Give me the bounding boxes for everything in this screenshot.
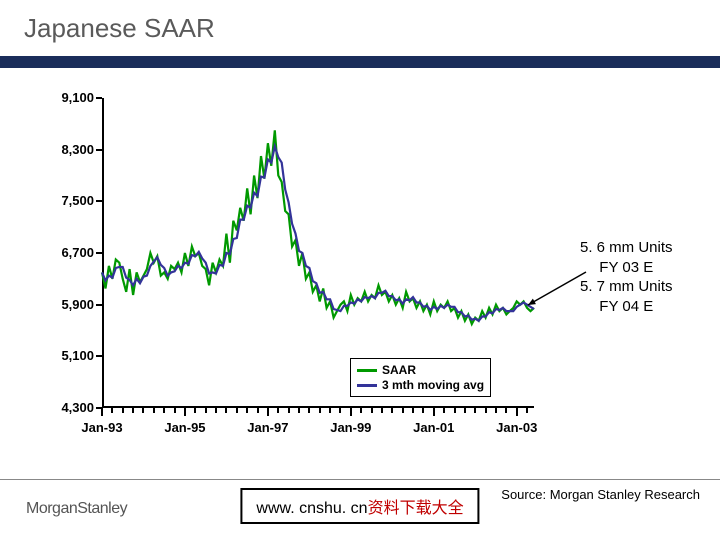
annotation-line: 5. 6 mm Units xyxy=(580,238,673,258)
x-tick-label: Jan-99 xyxy=(330,420,371,435)
legend-label: 3 mth moving avg xyxy=(382,378,484,392)
annotation-line: FY 04 E xyxy=(580,297,673,317)
legend-swatch xyxy=(357,384,377,387)
x-tick-label: Jan-95 xyxy=(164,420,205,435)
x-tick-label: Jan-03 xyxy=(496,420,537,435)
legend-swatch xyxy=(357,369,377,372)
url-box: www. cnshu. cn资料下载大全 xyxy=(240,488,479,524)
url-text: www. cnshu. cn xyxy=(256,500,367,517)
morgan-stanley-logo: MorganStanley xyxy=(26,500,127,518)
x-tick-label: Jan-93 xyxy=(81,420,122,435)
url-text-red: 资料下载大全 xyxy=(368,500,464,517)
legend-item: SAAR xyxy=(357,363,484,377)
annotation: 5. 6 mm UnitsFY 03 E5. 7 mm UnitsFY 04 E xyxy=(580,238,673,316)
footer-divider xyxy=(0,479,720,480)
x-tick-label: Jan-01 xyxy=(413,420,454,435)
title-bar: Japanese SAAR xyxy=(0,0,720,56)
legend-label: SAAR xyxy=(382,363,416,377)
slide: Japanese SAAR 4,3005,1005,9006,7007,5008… xyxy=(0,0,720,540)
legend-item: 3 mth moving avg xyxy=(357,378,484,392)
title-underline xyxy=(0,56,720,68)
slide-title: Japanese SAAR xyxy=(24,13,215,44)
annotation-line: FY 03 E xyxy=(580,258,673,278)
legend: SAAR3 mth moving avg xyxy=(350,358,491,397)
series-line xyxy=(102,130,534,324)
chart: 4,3005,1005,9006,7007,5008,3009,100 Jan-… xyxy=(30,80,585,460)
x-tick-label: Jan-97 xyxy=(247,420,288,435)
annotation-line: 5. 7 mm Units xyxy=(580,277,673,297)
source-text: Source: Morgan Stanley Research xyxy=(501,487,700,502)
